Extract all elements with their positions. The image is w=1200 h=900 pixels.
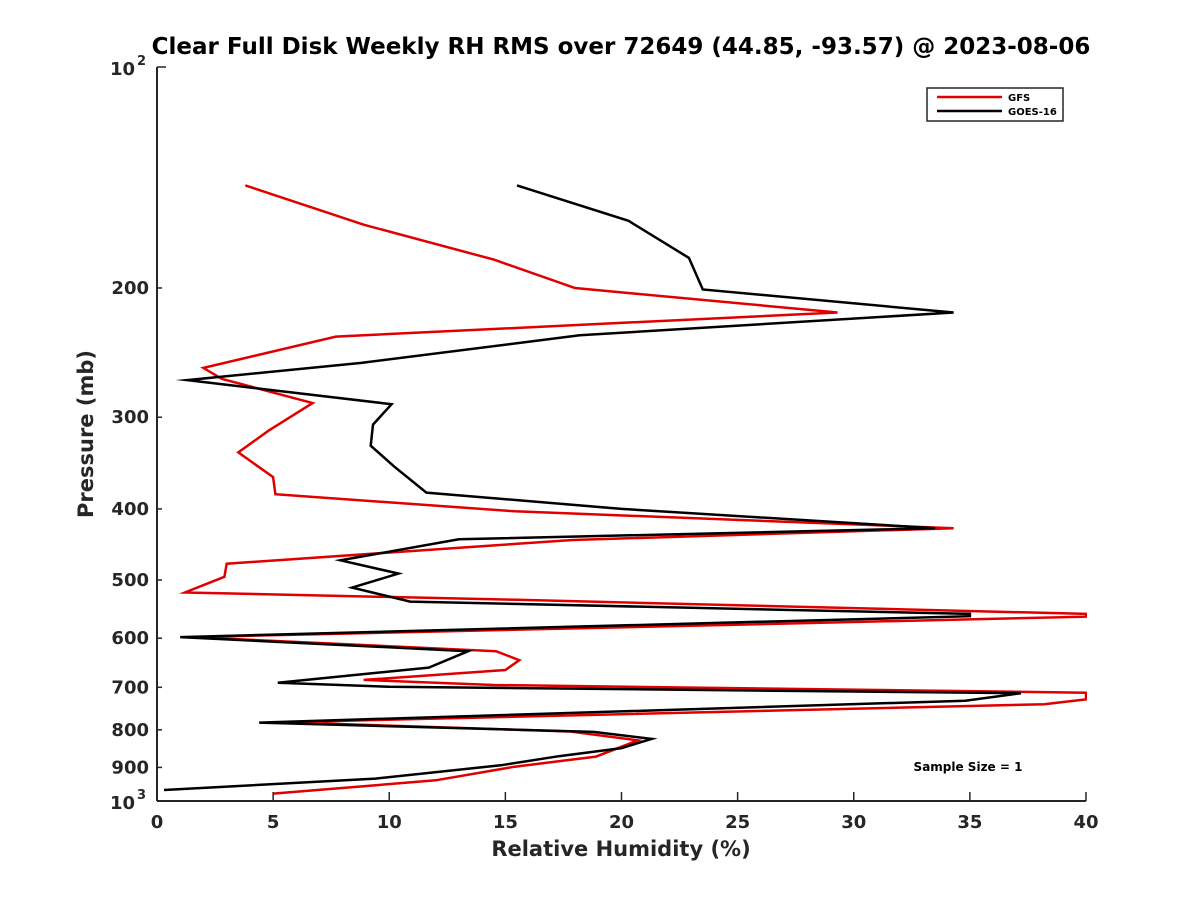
x-tick-label: 30	[841, 812, 866, 833]
y-tick-label: 500	[111, 570, 149, 591]
y-tick-label: 300	[111, 407, 149, 428]
x-tick-label: 10	[377, 812, 402, 833]
sample-size-annotation: Sample Size = 1	[914, 760, 1023, 774]
chart-title: Clear Full Disk Weekly RH RMS over 72649…	[152, 34, 1091, 60]
x-axis-label: Relative Humidity (%)	[491, 837, 750, 861]
x-tick-label: 0	[151, 812, 164, 833]
x-tick-label: 40	[1073, 812, 1098, 833]
y-tick-label-exponent: 2	[137, 54, 146, 69]
legend-label: GOES-16	[1008, 107, 1057, 118]
y-tick-label-exponent: 3	[137, 788, 146, 803]
x-tick-label: 20	[609, 812, 634, 833]
y-tick-label: 700	[111, 677, 149, 698]
y-axis-label: Pressure (mb)	[74, 350, 98, 518]
y-tick-label-power: 10	[110, 793, 135, 814]
y-tick-label: 400	[111, 499, 149, 520]
series-layer	[163, 184, 1087, 795]
y-tick-label: 800	[111, 720, 149, 741]
y-tick-label: 200	[111, 278, 149, 299]
y-tick-label: 900	[111, 757, 149, 778]
x-ticks: 0 5 10 15 20 25 30 35 40	[151, 792, 1099, 833]
series-line-goes-16	[163, 184, 1022, 792]
y-tick-label-power: 10	[110, 59, 135, 80]
x-tick-label: 15	[493, 812, 518, 833]
x-tick-label: 5	[267, 812, 280, 833]
legend-box	[926, 87, 1064, 122]
y-tick-label: 600	[111, 628, 149, 649]
x-tick-label: 35	[957, 812, 982, 833]
x-tick-label: 25	[725, 812, 750, 833]
legend-label: GFS	[1008, 93, 1030, 104]
series-line-gfs	[178, 184, 1087, 795]
legend: GFS GOES-16	[926, 87, 1064, 122]
